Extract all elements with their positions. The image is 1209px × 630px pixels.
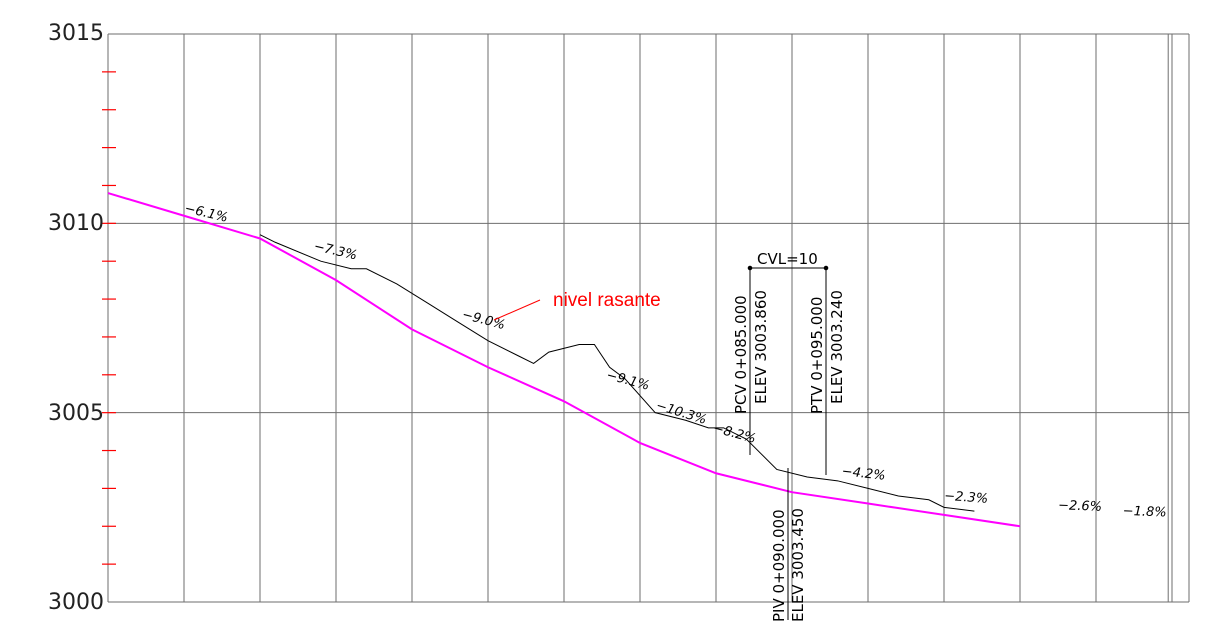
- slope-label: −1.8%: [1122, 504, 1166, 521]
- slope-label: −9.0%: [460, 307, 506, 333]
- rasante-callout: nivel rasante: [493, 290, 661, 321]
- vertical-curve-annotation: [747, 265, 829, 620]
- slope-label: −4.2%: [841, 464, 886, 484]
- y-tick-label-3005: 3005: [48, 401, 104, 426]
- grid: [107, 33, 1190, 603]
- natural-terrain-line: [259, 234, 975, 512]
- slope-label: −10.3%: [654, 398, 708, 428]
- cvl-label: CVL=10: [757, 250, 818, 268]
- ptv-marker: [823, 265, 829, 271]
- ptv-elevation-label: ELEV 3003.240: [828, 290, 846, 404]
- rasante-leader-line: [493, 299, 541, 321]
- rasante-label: nivel rasante: [553, 290, 661, 311]
- slope-label: −2.6%: [1058, 498, 1102, 515]
- piv-station-label: PIV 0+090.000: [770, 509, 788, 622]
- grade-line-rasante: [107, 192, 1021, 528]
- pcv-station-label: PCV 0+085.000: [732, 295, 750, 414]
- slope-label: −9.1%: [605, 368, 651, 394]
- y-tick-label-3000: 3000: [48, 590, 104, 615]
- elevation-axis-labels: 3015 3010 3005 3000: [48, 21, 104, 615]
- slope-label: −7.3%: [312, 239, 358, 263]
- ptv-station-label: PTV 0+095.000: [808, 297, 826, 414]
- slope-label: −8.2%: [711, 421, 757, 447]
- y-tick-label-3010: 3010: [48, 211, 104, 236]
- slope-labels: −6.1%−7.3%−9.0%−9.1%−10.3%−8.2%−4.2%−2.3…: [183, 201, 1167, 520]
- elevation-axis-ticks: [102, 71, 116, 565]
- piv-elevation-label: ELEV 3003.450: [789, 508, 807, 622]
- pcv-elevation-label: ELEV 3003.860: [752, 290, 770, 404]
- slope-label: −2.3%: [944, 489, 989, 507]
- pcv-marker: [747, 265, 753, 271]
- y-tick-label-3015: 3015: [48, 21, 104, 46]
